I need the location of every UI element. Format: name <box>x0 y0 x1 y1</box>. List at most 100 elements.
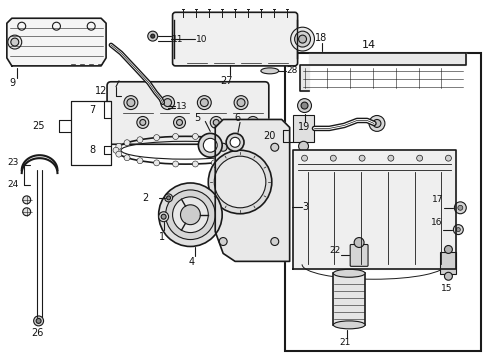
Circle shape <box>137 117 149 129</box>
Circle shape <box>445 155 451 161</box>
Circle shape <box>219 238 227 246</box>
Text: 24: 24 <box>8 180 19 189</box>
Text: 2: 2 <box>143 193 149 203</box>
Bar <box>285 53 481 351</box>
Text: 23: 23 <box>8 158 19 167</box>
Circle shape <box>211 160 217 166</box>
Bar <box>333 273 365 325</box>
Text: 9: 9 <box>10 78 16 88</box>
Circle shape <box>127 99 135 107</box>
Circle shape <box>298 35 307 43</box>
Circle shape <box>298 141 309 151</box>
Circle shape <box>241 140 247 146</box>
Circle shape <box>172 197 208 233</box>
Text: 14: 14 <box>362 40 376 50</box>
Circle shape <box>200 99 208 107</box>
FancyBboxPatch shape <box>172 12 297 66</box>
Circle shape <box>297 99 312 113</box>
Text: 12: 12 <box>95 86 107 96</box>
Circle shape <box>249 151 255 157</box>
Circle shape <box>330 155 336 161</box>
Circle shape <box>203 138 217 152</box>
Circle shape <box>160 103 165 108</box>
Ellipse shape <box>333 321 365 329</box>
Circle shape <box>271 143 279 151</box>
Circle shape <box>148 31 158 41</box>
Circle shape <box>210 117 222 129</box>
Circle shape <box>158 100 168 111</box>
Circle shape <box>116 143 122 149</box>
Text: 25: 25 <box>32 121 45 131</box>
FancyBboxPatch shape <box>107 82 269 144</box>
Circle shape <box>454 202 466 214</box>
Text: 19: 19 <box>297 122 310 132</box>
Text: 27: 27 <box>220 76 232 86</box>
Text: 6: 6 <box>234 113 240 123</box>
Circle shape <box>453 225 464 235</box>
Circle shape <box>230 137 240 147</box>
Circle shape <box>137 137 143 143</box>
Circle shape <box>193 161 198 167</box>
Circle shape <box>113 147 119 153</box>
Circle shape <box>172 134 178 139</box>
Circle shape <box>294 31 311 47</box>
Text: 1: 1 <box>159 231 165 242</box>
Circle shape <box>214 156 266 208</box>
Bar <box>441 252 456 274</box>
Circle shape <box>8 35 22 49</box>
Text: 18: 18 <box>315 33 327 43</box>
Ellipse shape <box>333 269 365 277</box>
Circle shape <box>167 196 171 200</box>
Polygon shape <box>215 120 290 261</box>
Circle shape <box>456 228 460 231</box>
Text: 22: 22 <box>329 246 340 255</box>
Circle shape <box>458 205 463 210</box>
Text: 10: 10 <box>196 35 208 44</box>
Circle shape <box>124 155 130 161</box>
Circle shape <box>159 212 169 222</box>
Circle shape <box>228 137 234 143</box>
Circle shape <box>359 155 365 161</box>
Text: 21: 21 <box>340 338 351 347</box>
Circle shape <box>234 96 248 109</box>
Text: 15: 15 <box>441 284 452 293</box>
Circle shape <box>36 319 41 323</box>
Circle shape <box>373 120 381 127</box>
Circle shape <box>11 38 19 46</box>
Circle shape <box>211 135 217 140</box>
Circle shape <box>161 214 166 219</box>
Polygon shape <box>7 18 106 66</box>
Circle shape <box>444 246 452 253</box>
Polygon shape <box>299 53 466 91</box>
Circle shape <box>226 133 244 151</box>
Circle shape <box>140 120 146 125</box>
Circle shape <box>237 99 245 107</box>
Circle shape <box>124 140 130 146</box>
Circle shape <box>124 96 138 109</box>
FancyBboxPatch shape <box>350 244 368 266</box>
Circle shape <box>154 135 160 140</box>
Circle shape <box>161 96 174 109</box>
Circle shape <box>301 102 308 109</box>
Text: 17: 17 <box>432 195 443 204</box>
Circle shape <box>193 134 198 139</box>
Circle shape <box>228 158 234 164</box>
Circle shape <box>180 205 200 225</box>
Text: 5: 5 <box>194 113 200 123</box>
Circle shape <box>252 147 258 153</box>
Circle shape <box>23 208 31 216</box>
Text: 16: 16 <box>431 218 442 227</box>
Text: 20: 20 <box>264 131 276 141</box>
Text: 28: 28 <box>287 66 298 75</box>
Circle shape <box>208 150 272 214</box>
Circle shape <box>369 116 385 131</box>
Circle shape <box>173 117 185 129</box>
Circle shape <box>154 160 160 166</box>
Text: 11: 11 <box>172 35 183 44</box>
Bar <box>72 100 111 165</box>
Text: 4: 4 <box>188 257 195 267</box>
Circle shape <box>213 120 219 125</box>
Circle shape <box>116 151 122 157</box>
Circle shape <box>159 183 222 247</box>
Circle shape <box>388 155 394 161</box>
